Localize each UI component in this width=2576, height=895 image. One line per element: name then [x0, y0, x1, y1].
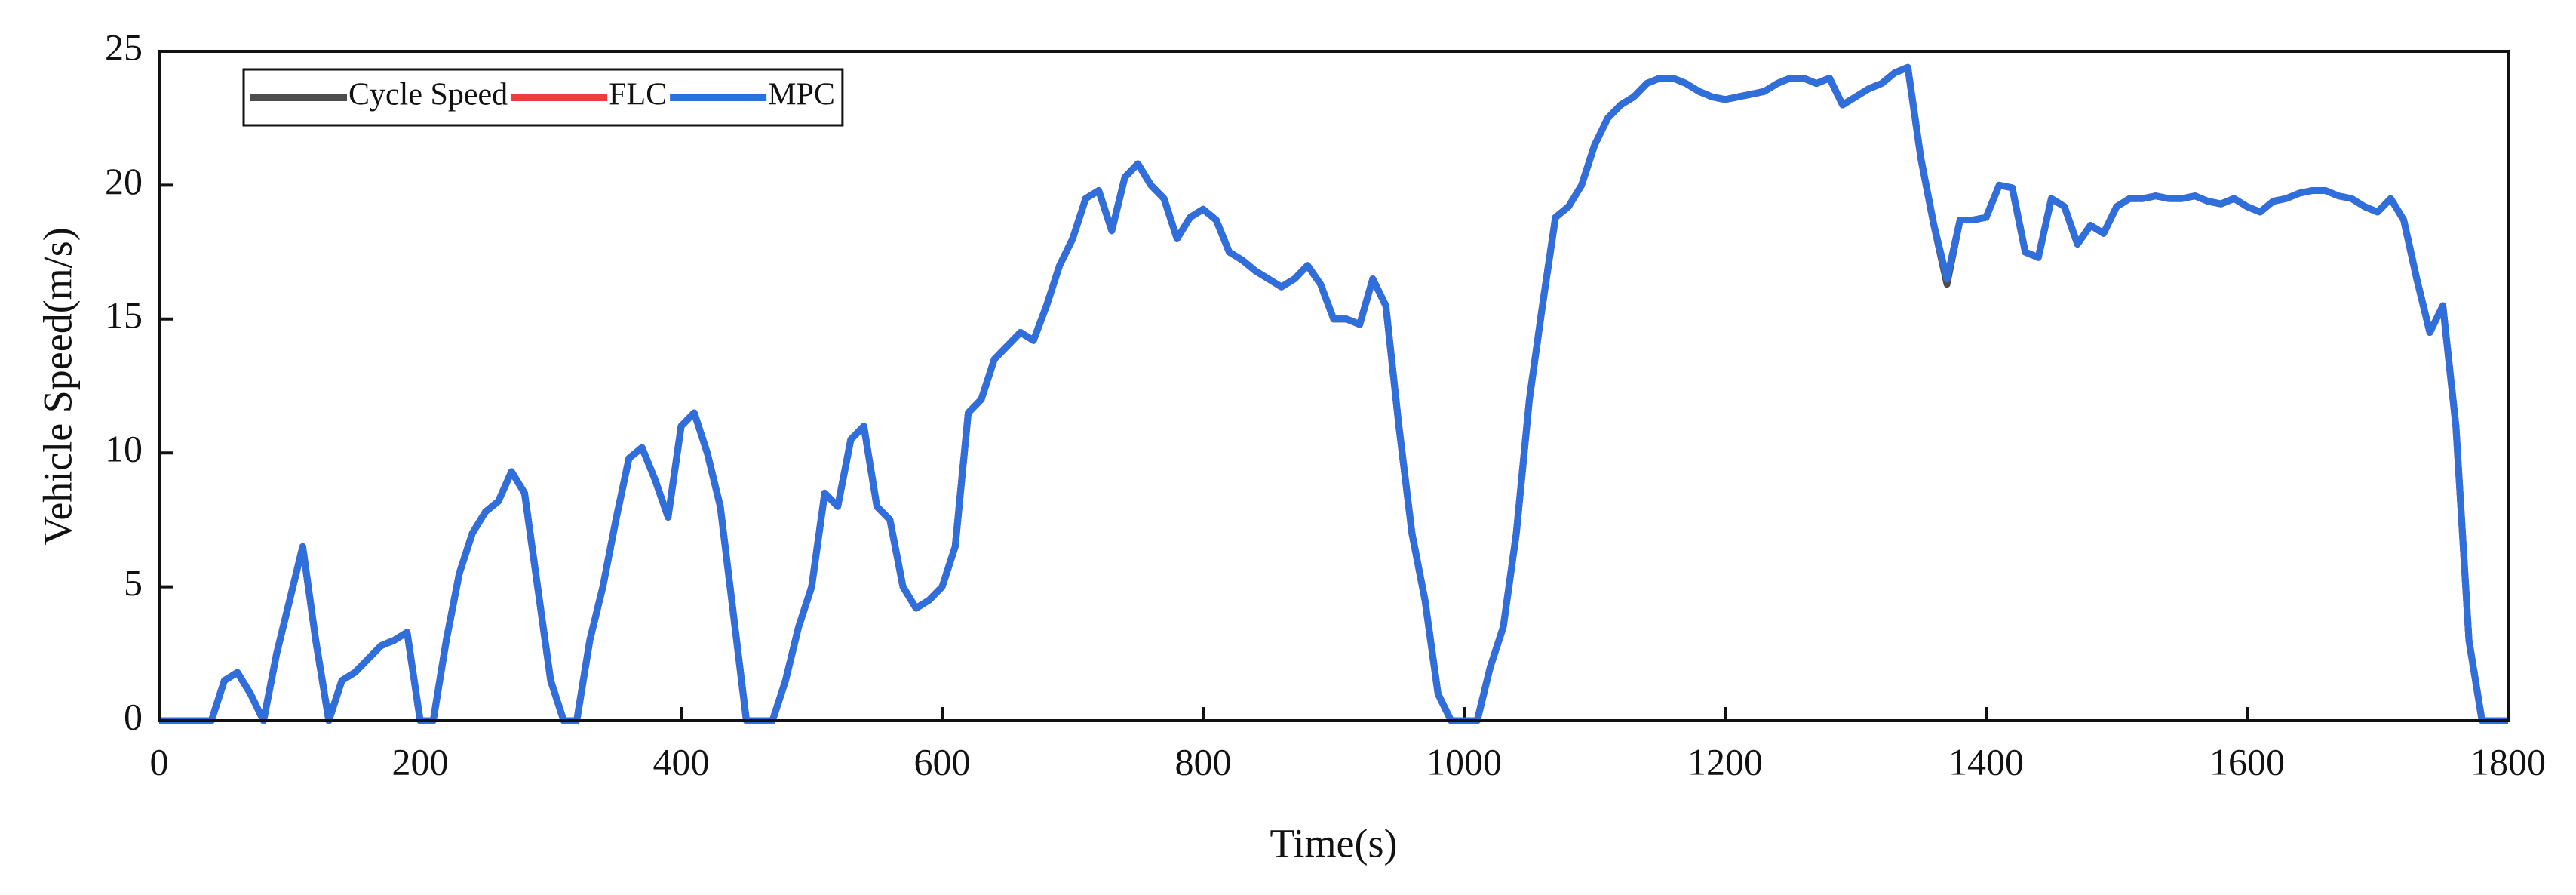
y-tick-label: 15 [105, 294, 143, 336]
x-tick-label: 200 [392, 740, 449, 783]
x-tick-label: 600 [914, 740, 971, 783]
legend-label: MPC [768, 78, 835, 112]
series-line [159, 63, 2508, 724]
x-tick-label: 1000 [1426, 740, 1502, 783]
legend-label: Cycle Speed [348, 78, 508, 112]
x-tick-label: 800 [1175, 740, 1232, 783]
series-line [159, 63, 2508, 724]
x-tick-label: 1200 [1687, 740, 1763, 783]
y-tick-label: 0 [124, 695, 143, 737]
x-tick-label: 1600 [2209, 740, 2285, 783]
legend-label: FLC [609, 78, 667, 112]
x-tick-label: 400 [653, 740, 710, 783]
x-tick-label: 1400 [1948, 740, 2024, 783]
y-axis-label: Vehicle Speed(m/s) [35, 227, 80, 545]
plot-frame [158, 50, 2510, 722]
y-tick-label: 5 [124, 561, 143, 604]
x-axis-label: Time(s) [1270, 820, 1397, 866]
x-tick-label: 0 [150, 740, 169, 783]
x-tick-label: 1800 [2470, 740, 2546, 783]
y-tick-label: 10 [105, 428, 143, 470]
series-line [159, 63, 2508, 724]
y-tick-label: 20 [105, 160, 143, 202]
y-tick-label: 25 [105, 26, 143, 68]
legend: Cycle Speed FLC MPC [242, 68, 844, 127]
